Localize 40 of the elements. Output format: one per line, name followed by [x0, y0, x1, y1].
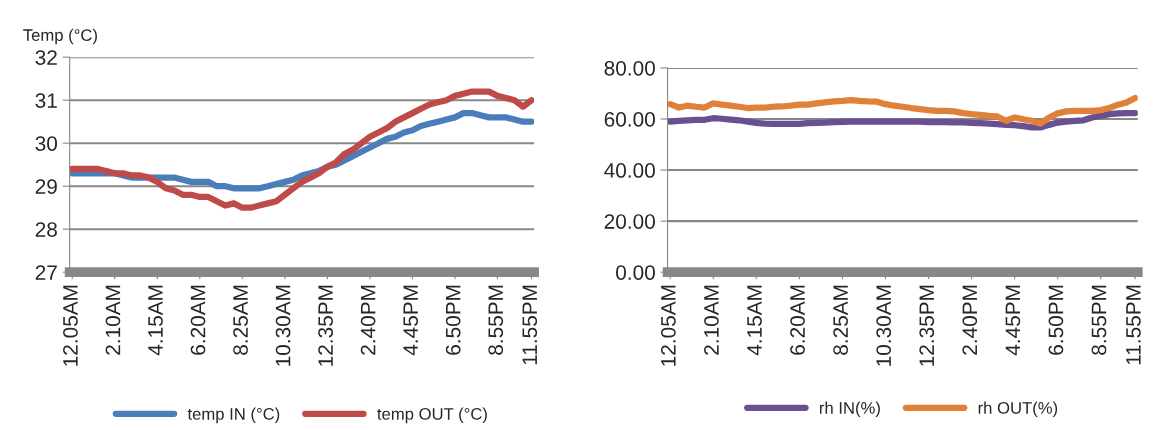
y-axis-title: Temp (°C) [23, 28, 97, 45]
x-tick-label: 8.55PM [488, 285, 504, 355]
x-tick-label: 12.35PM [919, 285, 935, 366]
x-tick-label: 4.45PM [1005, 285, 1021, 356]
y-tick-label: 80.00 [604, 60, 655, 76]
legend-label: rh OUT(%) [978, 401, 1058, 418]
y-tick-label: 30 [35, 136, 58, 151]
y-tick-label: 40.00 [604, 163, 655, 178]
x-tick-label: 8.55PM [1091, 285, 1107, 355]
x-tick-label: 10.30AM [275, 285, 291, 366]
x-tick-label: 2.10AM [704, 285, 719, 355]
x-tick-label: 8.25AM [833, 285, 848, 355]
x-tick-label: 8.25AM [233, 285, 248, 355]
x-tick-label: 10.30AM [876, 285, 892, 366]
x-tick-label: 6.20AM [190, 285, 206, 355]
y-tick-label: 20.00 [604, 214, 655, 229]
x-tick-label: 12.05AM [661, 285, 676, 366]
legend-label: temp OUT (°C) [377, 407, 487, 424]
x-tick-label: 6.20AM [790, 285, 805, 355]
legend-label: rh IN(%) [819, 401, 880, 418]
x-tick-label: 2.40PM [360, 285, 376, 355]
x-tick-label: 6.50PM [445, 285, 461, 355]
y-tick-label: 32 [35, 50, 57, 65]
y-tick-label: 0.00 [616, 265, 655, 280]
x-tick-label: 11.55PM [1126, 285, 1141, 365]
x-tick-label: 6.50PM [1048, 285, 1064, 355]
x-tick-label: 2.40PM [962, 285, 978, 355]
x-tick-label: 12.35PM [318, 285, 333, 366]
x-tick-label: 11.55PM [522, 285, 538, 365]
y-tick-label: 27 [35, 265, 57, 280]
x-tick-label: 4.15AM [148, 285, 163, 356]
legend-label: temp IN (°C) [187, 407, 280, 424]
x-tick-label: 4.45PM [403, 285, 419, 356]
y-tick-label: 29 [35, 179, 57, 194]
y-tick-label: 28 [35, 222, 57, 237]
y-tick-label: 31 [35, 93, 57, 108]
x-tick-label: 4.15AM [747, 285, 762, 356]
y-tick-label: 60.00 [604, 112, 655, 127]
x-tick-label: 12.05AM [63, 285, 78, 366]
x-tick-label: 2.10AM [105, 285, 121, 355]
